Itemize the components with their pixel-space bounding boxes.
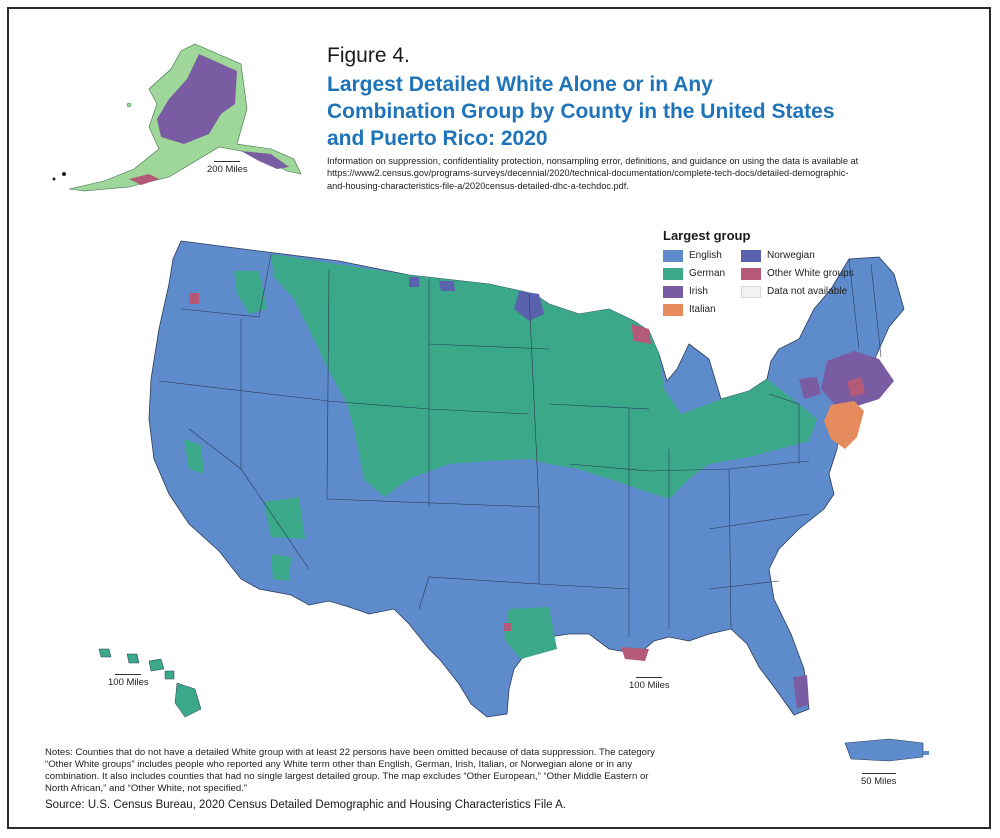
legend-item-german: German xyxy=(663,266,741,281)
german-washington-area xyxy=(234,271,267,314)
alaska-scale: 200 Miles xyxy=(207,161,248,175)
norwegian-mt-patch xyxy=(409,277,419,287)
norwegian-nd-patch xyxy=(439,281,455,291)
other-ny-patch xyxy=(847,377,865,397)
figure-frame: Figure 4. Largest Detailed White Alone o… xyxy=(7,7,991,829)
title-line-3: and Puerto Rico: 2020 xyxy=(327,127,548,150)
german-swatch xyxy=(663,267,683,280)
alaska-irish-region xyxy=(157,54,237,144)
italian-swatch xyxy=(663,303,683,316)
alaska-inset xyxy=(52,43,302,192)
conus-map xyxy=(148,240,905,718)
puerto-rico-scale: 50 Miles xyxy=(861,773,896,787)
german-arizona-patch xyxy=(271,554,291,581)
irish-swatch xyxy=(663,285,683,298)
notes-line-3: combination. It also includes counties t… xyxy=(45,771,649,782)
legend-item-italian: Italian xyxy=(663,302,741,317)
irish-pa-ny xyxy=(799,377,821,399)
legend-label-irish: Irish xyxy=(689,286,708,297)
norwegian-minnesota xyxy=(514,291,544,321)
legend-item-irish: Irish xyxy=(663,284,741,299)
title-line-2: Combination Group by County in the Unite… xyxy=(327,100,835,123)
notes-line-4: North African,” and “Other White, not sp… xyxy=(45,783,248,794)
other-texas xyxy=(504,623,511,631)
source-text: Source: U.S. Census Bureau, 2020 Census … xyxy=(45,799,566,811)
figure-title: Largest Detailed White Alone or in Any C… xyxy=(327,71,967,152)
english-swatch xyxy=(663,249,683,262)
legend-label-not-available: Data not available xyxy=(767,286,848,297)
legend-label-other: Other White groups xyxy=(767,268,854,279)
legend-item-english: English xyxy=(663,248,741,263)
irish-michigan xyxy=(631,324,651,344)
info-line-2: https://www2.census.gov/programs-surveys… xyxy=(327,168,849,179)
map-legend: Largest group English Norwegian German O… xyxy=(663,228,891,317)
notes-text: Notes: Counties that do not have a detai… xyxy=(45,747,805,795)
alaska-aleutian-other xyxy=(129,174,159,185)
irish-florida xyxy=(793,675,809,709)
other-washington xyxy=(189,293,199,304)
notes-line-1: Notes: Counties that do not have a detai… xyxy=(45,747,655,758)
figure-label: Figure 4. xyxy=(327,44,410,67)
italian-northeast xyxy=(824,401,864,449)
legend-label-english: English xyxy=(689,250,722,261)
german-california-strip xyxy=(184,439,204,474)
notes-line-2: “Other White groups” includes people who… xyxy=(45,759,633,770)
legend-item-other: Other White groups xyxy=(741,266,891,281)
legend-title: Largest group xyxy=(663,228,751,243)
legend-label-italian: Italian xyxy=(689,304,716,315)
legend-label-norwegian: Norwegian xyxy=(767,250,815,261)
german-plains-region xyxy=(271,254,817,499)
puerto-rico-inset xyxy=(844,738,929,762)
alaska-scale-label: 200 Miles xyxy=(207,164,248,175)
norwegian-swatch xyxy=(741,249,761,262)
legend-item-norwegian: Norwegian xyxy=(741,248,891,263)
info-line-1: Information on suppression, confidential… xyxy=(327,156,859,166)
info-text: Information on suppression, confidential… xyxy=(327,155,987,192)
legend-grid: English Norwegian German Other White gro… xyxy=(663,248,891,317)
not-available-swatch xyxy=(741,285,761,298)
hawaii-inset xyxy=(98,648,202,718)
conus-scale-label: 100 Miles xyxy=(629,680,670,691)
hawaii-scale-label: 100 Miles xyxy=(108,677,149,688)
legend-label-german: German xyxy=(689,268,726,279)
other-louisiana xyxy=(621,647,649,661)
map-canvas xyxy=(52,43,929,762)
hawaii-scale: 100 Miles xyxy=(108,674,149,688)
german-texas-patch xyxy=(504,607,557,659)
info-line-3: and-housing-characteristics-file-a/2020c… xyxy=(327,180,629,191)
state-boundaries xyxy=(158,253,882,637)
alaska-panhandle-irish xyxy=(241,151,289,169)
legend-item-not-available: Data not available xyxy=(741,284,891,299)
other-swatch xyxy=(741,267,761,280)
title-line-1: Largest Detailed White Alone or in Any xyxy=(327,73,713,96)
german-nevada-patch xyxy=(264,497,305,539)
conus-scale: 100 Miles xyxy=(629,677,670,691)
puerto-rico-scale-label: 50 Miles xyxy=(861,776,897,787)
